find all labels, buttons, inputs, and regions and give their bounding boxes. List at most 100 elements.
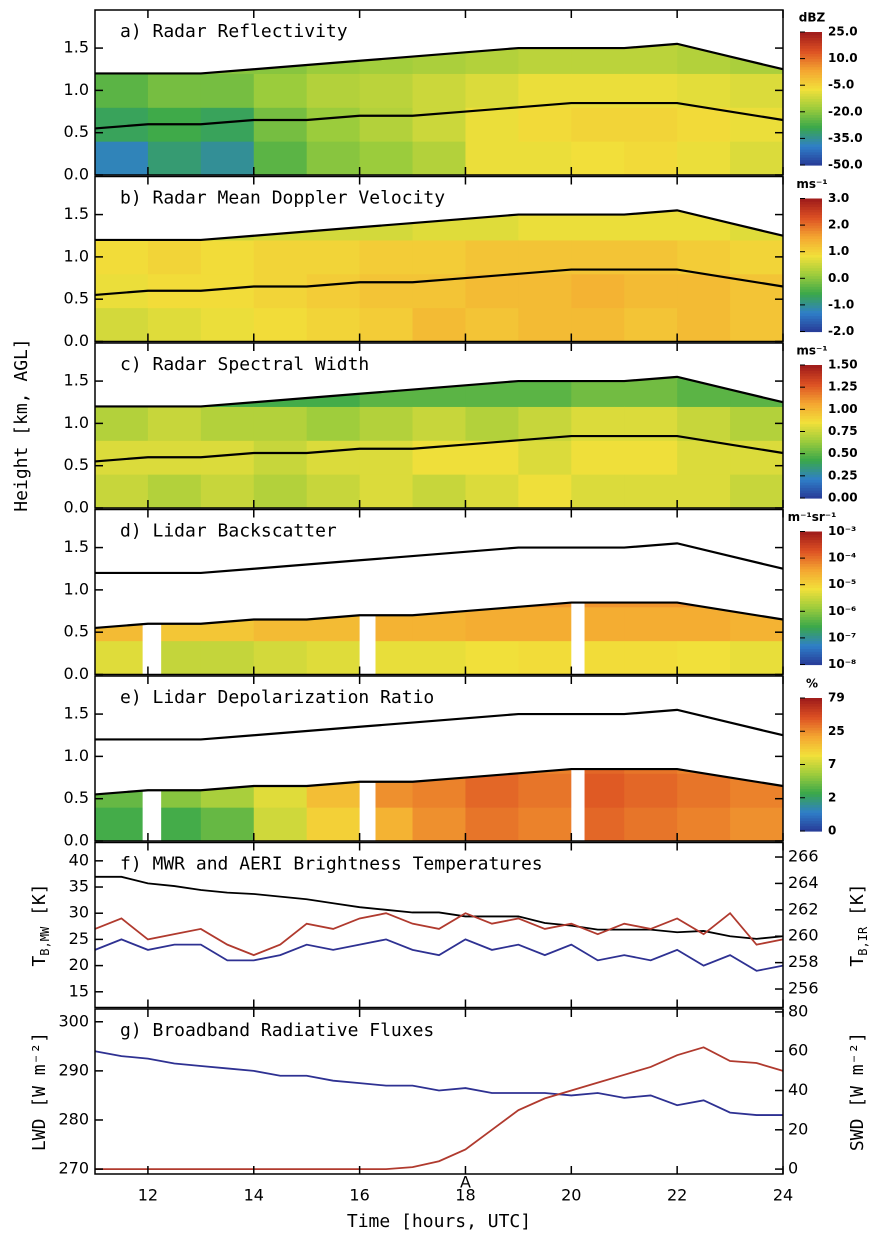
colorbar-segment	[800, 823, 822, 827]
heat-cell	[95, 640, 149, 675]
colorbar-segment	[800, 74, 822, 78]
y-tick-label: 0.0	[64, 331, 89, 350]
heat-cell	[253, 440, 308, 475]
colorbar-segment	[800, 698, 822, 702]
heat-cell	[306, 273, 361, 309]
heat-cell	[147, 474, 202, 508]
heat-cell	[465, 807, 519, 841]
heat-cell	[253, 141, 308, 175]
colorbar-segment	[800, 410, 822, 414]
heat-cell	[730, 376, 783, 407]
heat-cell	[306, 107, 361, 142]
colorbar-segment	[800, 302, 822, 306]
heat-cell	[624, 773, 678, 808]
heat-cell	[412, 307, 466, 342]
cloud-boundary-line	[95, 42, 784, 75]
heat-cell	[306, 606, 361, 642]
colorbar-segment	[800, 563, 822, 567]
colorbar-segment	[800, 479, 822, 483]
x-axis-label: Time [hours, UTC]	[347, 1211, 531, 1232]
colorbar-tick-label: -2.0	[828, 324, 854, 338]
y-tick-label: 0.5	[64, 788, 89, 807]
y-tick-label: 1.5	[64, 371, 89, 390]
heat-cell	[624, 440, 678, 475]
colorbar-segment	[800, 378, 822, 382]
heat-cell	[518, 640, 572, 675]
colorbar-segment	[800, 466, 822, 470]
colorbar-segment	[800, 312, 822, 317]
heat-cell	[518, 406, 572, 441]
colorbar-segment	[800, 133, 822, 137]
colorbar-segment	[800, 817, 822, 821]
colorbar-segment	[800, 87, 822, 92]
colorbar-segment	[800, 550, 822, 554]
heat-cell	[677, 602, 731, 608]
data-gap	[571, 769, 585, 841]
series-line	[95, 875, 784, 940]
colorbar-tick-label: 0.75	[828, 424, 858, 438]
heat-cell	[465, 440, 519, 475]
colorbar-segment	[800, 721, 822, 726]
colorbar-segment	[800, 130, 822, 134]
panel-title: d) Lidar Backscatter	[120, 521, 337, 542]
heat-cell	[465, 606, 519, 642]
heat-cell	[677, 606, 731, 642]
panel-frame	[94, 508, 784, 676]
colorbar-segment	[800, 439, 822, 443]
colorbar-segment	[800, 101, 822, 105]
heat-cell	[359, 406, 414, 441]
colorbar-segment	[800, 39, 822, 44]
colorbar-segment	[800, 143, 822, 147]
heat-cell	[677, 141, 731, 175]
panel-title: a) Radar Reflectivity	[120, 21, 348, 42]
y2-tick-label: 266	[788, 847, 819, 866]
y2-tick-label: 40	[788, 1080, 808, 1099]
field	[95, 376, 783, 508]
heat-cell	[730, 239, 783, 275]
colorbar-segment	[800, 544, 822, 549]
series-line	[94, 911, 784, 957]
colorbar-segment	[800, 370, 822, 374]
colorbar-segment	[800, 555, 822, 559]
x-tick-label: 20	[561, 1186, 581, 1205]
colorbar-segment	[800, 238, 822, 242]
colorbar-segment	[800, 759, 822, 763]
colorbar-segment	[800, 608, 822, 612]
colorbar-segment	[800, 386, 822, 390]
panel-frame	[94, 342, 784, 509]
colorbar-segment	[800, 265, 822, 269]
colorbar-tick-label: -20.0	[828, 104, 863, 118]
y-tick-label: 0.5	[64, 455, 89, 474]
heat-cell	[677, 307, 731, 342]
colorbar-segment	[800, 820, 822, 824]
heat-cell	[412, 640, 466, 675]
heat-cell	[518, 807, 572, 841]
heat-cell	[624, 807, 678, 841]
annotation: A	[460, 1173, 471, 1192]
heat-cell	[412, 73, 466, 108]
colorbar-segment	[800, 458, 822, 462]
heat-cell	[465, 141, 519, 175]
colorbar-segment	[800, 251, 822, 255]
colorbar-segment	[800, 807, 822, 811]
colorbar-segment	[800, 542, 822, 546]
colorbar-segment	[800, 135, 822, 139]
colorbar-segment	[800, 383, 822, 387]
colorbar-segment	[800, 536, 822, 541]
heat-cell	[95, 807, 149, 841]
heat-cell	[624, 307, 678, 342]
colorbar-segment	[800, 743, 822, 747]
colorbar-tick-label: 10⁻³	[828, 524, 856, 538]
colorbar-tick-label: 2.0	[828, 218, 849, 232]
colorbar-segment	[800, 767, 822, 771]
heat-cell	[95, 406, 149, 441]
colorbar-segment	[800, 748, 822, 752]
panel-title: g) Broadband Radiative Fluxes	[120, 1020, 434, 1041]
colorbar-segment	[800, 568, 822, 572]
colorbar-segment	[800, 61, 822, 65]
y-tick-label: 0.0	[64, 664, 89, 683]
heat-cell	[571, 602, 625, 608]
panel-title: e) Lidar Depolarization Ratio	[120, 687, 434, 708]
heat-cell	[412, 474, 466, 508]
heat-cell	[147, 73, 202, 108]
